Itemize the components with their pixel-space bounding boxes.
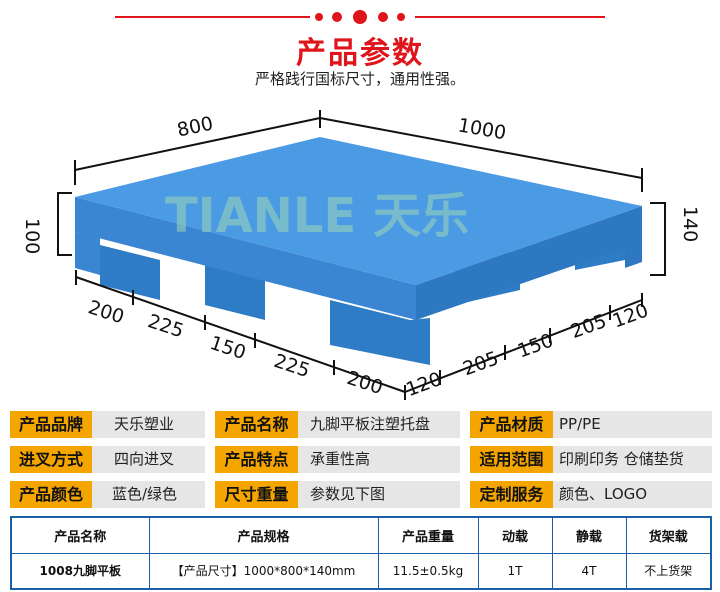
param-value: 参数见下图 <box>298 481 460 508</box>
param-label: 产品品牌 <box>10 411 92 438</box>
header-dot <box>332 12 342 22</box>
dim-left-seg: 150 <box>207 332 248 364</box>
table-header: 产品名称 <box>10 516 150 554</box>
page-title: 产品参数 <box>296 36 424 71</box>
table-row: 1008九脚平板 【产品尺寸】1000*800*140mm 11.5±0.5kg… <box>10 552 712 590</box>
dim-left-seg: 200 <box>344 367 385 399</box>
param-label: 产品特点 <box>215 446 298 473</box>
pallet-diagram: TIANLE 天乐 800 1000 100 140 200 225 150 2… <box>21 110 701 400</box>
pallet-side-front-right <box>416 206 642 320</box>
param-label: 进叉方式 <box>10 446 92 473</box>
table-header: 产品规格 <box>148 516 379 554</box>
param-label: 适用范围 <box>470 446 553 473</box>
table-header: 产品重量 <box>377 516 479 554</box>
param-value: 九脚平板注塑托盘 <box>298 411 460 438</box>
param-value: 颜色、LOGO <box>553 481 712 508</box>
param-value: 四向进叉 <box>92 446 205 473</box>
param-label: 尺寸重量 <box>215 481 298 508</box>
dim-right-seg: 205 <box>460 347 502 380</box>
header-line-left <box>115 16 310 18</box>
param-value: 承重性高 <box>298 446 460 473</box>
dim-left-seg: 225 <box>145 310 186 342</box>
dim-total-height: 140 <box>679 206 701 242</box>
table-header: 静载 <box>551 516 627 554</box>
pallet-leg <box>100 245 160 300</box>
param-label: 定制服务 <box>470 481 553 508</box>
pallet-side-front-left <box>75 197 416 320</box>
table-cell: 4T <box>551 552 627 590</box>
table-header: 动载 <box>477 516 553 554</box>
param-label: 产品材质 <box>470 411 553 438</box>
spec-table: 产品名称 产品规格 产品重量 动载 静载 货架载 1008九脚平板 【产品尺寸】… <box>10 516 712 590</box>
param-value: 天乐塑业 <box>92 411 205 438</box>
dim-right-seg: 150 <box>515 329 557 362</box>
table-cell: 【产品尺寸】1000*800*140mm <box>148 552 379 590</box>
table-cell: 1T <box>477 552 553 590</box>
param-value: PP/PE <box>553 411 712 438</box>
dim-left-seg: 225 <box>271 350 312 382</box>
header-dot <box>353 10 367 24</box>
table-cell: 11.5±0.5kg <box>377 552 479 590</box>
pallet-leg <box>75 232 100 275</box>
param-value: 印刷印务 仓储垫货 <box>553 446 712 473</box>
param-label: 产品颜色 <box>10 481 92 508</box>
dimension-lines <box>57 110 666 400</box>
header-dot <box>378 12 388 22</box>
pallet-top <box>75 137 642 285</box>
table-cell: 1008九脚平板 <box>10 552 150 590</box>
header-line-right <box>415 16 605 18</box>
header-dot <box>315 13 323 21</box>
watermark-logo: TIANLE 天乐 <box>165 188 469 244</box>
dim-left-seg: 200 <box>85 296 126 328</box>
dim-right-seg: 120 <box>403 368 445 400</box>
pallet-leg <box>205 265 265 320</box>
page-subtitle: 严格践行国标尺寸，通用性强。 <box>254 70 465 88</box>
param-value: 蓝色/绿色 <box>92 481 205 508</box>
dim-deck-height: 100 <box>21 218 43 254</box>
table-header-row: 产品名称 产品规格 产品重量 动载 静载 货架载 <box>10 516 712 554</box>
pallet-leg <box>625 220 642 268</box>
dim-right-seg: 120 <box>610 299 652 332</box>
pallet-leg <box>330 300 430 365</box>
table-cell: 不上货架 <box>625 552 712 590</box>
dim-length: 1000 <box>456 114 507 144</box>
dim-width: 800 <box>175 112 215 141</box>
table-header: 货架载 <box>625 516 712 554</box>
header-dot <box>397 13 405 21</box>
dim-right-seg: 205 <box>568 310 610 343</box>
param-label: 产品名称 <box>215 411 298 438</box>
